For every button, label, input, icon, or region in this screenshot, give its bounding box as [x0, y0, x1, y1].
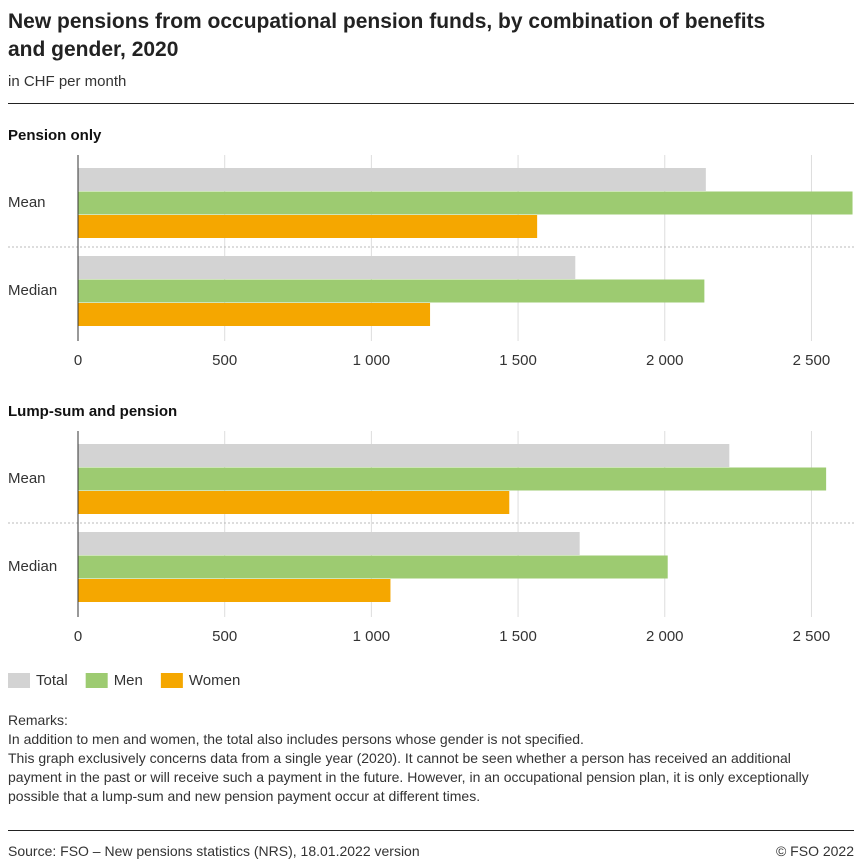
bar	[78, 555, 668, 579]
x-tick-label: 1 500	[499, 352, 537, 369]
remarks-heading: Remarks:	[8, 712, 68, 728]
legend-label: Women	[189, 672, 240, 689]
bar	[78, 444, 730, 467]
chart: Pension only 0 500 1 000 1 500 2 000 2 500 Mean…	[8, 127, 854, 689]
source: Source: FSO – New pensions statistics (N…	[8, 843, 420, 859]
y-tick-label: Mean	[8, 194, 46, 211]
bar	[78, 256, 576, 279]
legend-swatch	[8, 673, 30, 688]
remark: This graph exclusively concerns data fro…	[8, 750, 809, 804]
panel-title: Lump-sum and pension	[8, 403, 177, 420]
title: New pensions from occupational pension f…	[8, 10, 766, 61]
subtitle: in CHF per month	[8, 73, 127, 90]
y-tick-label: Median	[8, 558, 57, 575]
x-tick-label: 500	[212, 352, 237, 369]
bar	[78, 168, 706, 191]
remark: In addition to men and women, the total …	[8, 731, 584, 747]
x-tick-label: 0	[74, 628, 82, 645]
x-tick-label: 500	[212, 628, 237, 645]
x-tick-label: 0	[74, 352, 82, 369]
x-tick-label: 1 000	[353, 628, 391, 645]
bar	[78, 303, 431, 326]
rule	[8, 830, 854, 831]
bar	[78, 467, 827, 491]
bar	[78, 191, 853, 215]
bar	[78, 279, 705, 303]
y-tick-label: Median	[8, 282, 57, 299]
bar	[78, 491, 510, 514]
legend-label: Men	[114, 672, 143, 689]
bar	[78, 215, 538, 238]
bar	[78, 579, 391, 602]
x-tick-label: 1 000	[353, 352, 391, 369]
legend-swatch	[85, 673, 108, 688]
legend-swatch	[160, 673, 183, 688]
bar	[78, 532, 580, 555]
x-tick-label: 1 500	[499, 628, 537, 645]
y-tick-label: Mean	[8, 470, 46, 487]
x-tick-label: 2 000	[646, 628, 684, 645]
x-tick-label: 2 000	[646, 352, 684, 369]
rule	[8, 103, 854, 104]
x-tick-label: 2 500	[793, 628, 831, 645]
remarks: Remarks: In addition to men and women, t…	[8, 711, 848, 806]
x-tick-label: 2 500	[793, 352, 831, 369]
copyright: © FSO 2022	[775, 843, 854, 859]
legend-label: Total	[36, 672, 68, 689]
panel-title: Pension only	[8, 127, 102, 144]
